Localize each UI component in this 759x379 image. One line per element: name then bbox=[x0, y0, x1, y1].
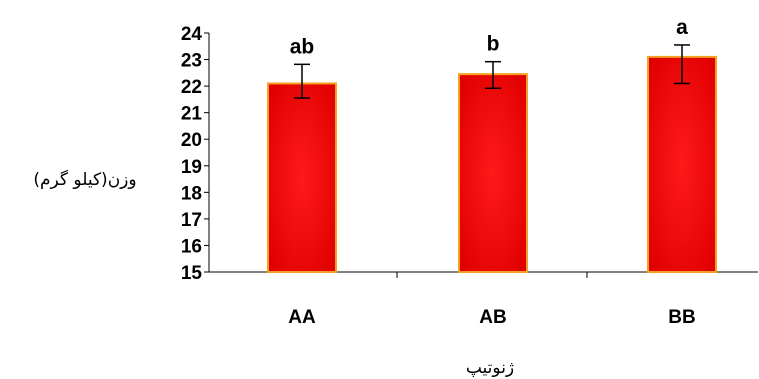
x-axis-label: ژنوتیپ bbox=[466, 358, 514, 378]
y-tick-label: 23 bbox=[181, 51, 202, 72]
y-tick-label: 19 bbox=[181, 157, 202, 178]
y-tick-label: 20 bbox=[181, 130, 202, 151]
significance-letter: a bbox=[676, 16, 688, 39]
bar-bb bbox=[647, 55, 717, 274]
bar-ab bbox=[458, 73, 528, 273]
x-tick-label: BB bbox=[668, 307, 695, 328]
y-tick-label: 21 bbox=[181, 104, 203, 125]
y-tick-label: 16 bbox=[181, 236, 202, 257]
y-tick-label: 22 bbox=[181, 77, 202, 98]
x-tick-label: AA bbox=[288, 307, 316, 328]
y-tick-label: 18 bbox=[181, 183, 202, 204]
x-tick-label: AB bbox=[479, 307, 506, 328]
significance-letter: ab bbox=[290, 35, 315, 58]
y-axis-label: وزن(کیلو گرم) bbox=[33, 169, 136, 190]
bar-aa bbox=[267, 82, 337, 274]
y-tick-label: 24 bbox=[181, 24, 203, 45]
significance-letter: b bbox=[487, 33, 500, 56]
y-tick-label: 15 bbox=[181, 263, 203, 284]
y-tick-label: 17 bbox=[181, 210, 202, 231]
